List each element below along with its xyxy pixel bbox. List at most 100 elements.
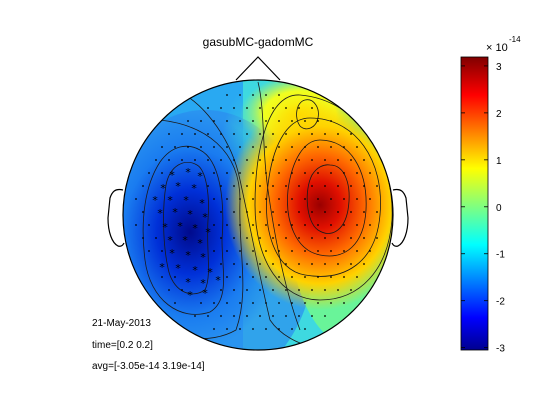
sensor-dot xyxy=(252,302,254,304)
sensor-dot xyxy=(181,133,183,135)
sensor-dot xyxy=(272,159,274,161)
sensor-dot xyxy=(317,198,319,200)
sensor-dot xyxy=(337,237,339,239)
significant-sensor-marker: * xyxy=(187,289,194,302)
sensor-dot xyxy=(265,328,267,330)
sensor-dot xyxy=(291,276,293,278)
significant-sensor-marker: * xyxy=(167,194,174,207)
sensor-dot xyxy=(324,211,326,213)
colorbar-tick-label: 1 xyxy=(496,156,502,167)
sensor-dot xyxy=(285,315,287,317)
sensor-dot xyxy=(246,133,248,135)
sensor-dot xyxy=(324,263,326,265)
sensor-dot xyxy=(194,159,196,161)
sensor-dot xyxy=(304,172,306,174)
sensor-dot xyxy=(311,263,313,265)
sensor-dot xyxy=(376,211,378,213)
colorbar-exponent: -14 xyxy=(509,35,521,44)
sensor-dot xyxy=(356,172,358,174)
sensor-dot xyxy=(311,315,313,317)
sensor-dot xyxy=(298,185,300,187)
significant-sensor-marker: * xyxy=(191,182,198,195)
sensor-dot xyxy=(239,224,241,226)
sensor-dot xyxy=(265,250,267,252)
sensor-dot xyxy=(330,146,332,148)
sensor-dot xyxy=(304,224,306,226)
colorbar-tick-label: 3 xyxy=(496,62,502,73)
sensor-dot xyxy=(265,94,267,96)
colorbar-tick-label: -2 xyxy=(496,297,505,308)
sensor-dot xyxy=(291,302,293,304)
significant-sensor-marker: * xyxy=(169,247,176,260)
nose xyxy=(235,56,281,81)
sensor-dot xyxy=(213,250,215,252)
sensor-dot xyxy=(272,289,274,291)
sensor-dot xyxy=(135,224,137,226)
significant-sensor-marker: * xyxy=(175,262,182,275)
sensor-dot xyxy=(259,185,261,187)
significant-sensor-marker: * xyxy=(207,266,214,279)
sensor-dot xyxy=(291,120,293,122)
sensor-dot xyxy=(291,250,293,252)
sensor-dot xyxy=(272,185,274,187)
significant-sensor-marker: * xyxy=(215,274,222,287)
sensor-dot xyxy=(363,263,365,265)
sensor-dot xyxy=(278,172,280,174)
sensor-dot xyxy=(246,289,248,291)
sensor-dot xyxy=(285,185,287,187)
sensor-dot xyxy=(233,237,235,239)
sensor-dot xyxy=(285,133,287,135)
sensor-dot xyxy=(259,237,261,239)
sensor-dot xyxy=(298,133,300,135)
significant-sensor-marker: * xyxy=(200,251,207,264)
sensor-dot xyxy=(226,224,228,226)
significant-sensor-marker: * xyxy=(200,277,207,290)
sensor-dot xyxy=(343,276,345,278)
avg-label: avg=[-3.05e-14 3.19e-14] xyxy=(92,361,205,372)
sensor-dot xyxy=(285,211,287,213)
sensor-dot xyxy=(330,120,332,122)
colorbar: 3 2 1 0 -1 -2 -3 × 10 -14 xyxy=(460,35,521,355)
sensor-dot xyxy=(246,185,248,187)
sensor-dot xyxy=(220,263,222,265)
sensor-dot xyxy=(265,224,267,226)
sensor-dot xyxy=(259,133,261,135)
sensor-dot xyxy=(272,237,274,239)
sensor-dot xyxy=(311,107,313,109)
sensor-dot xyxy=(161,276,163,278)
sensor-dot xyxy=(298,263,300,265)
sensor-dot xyxy=(239,302,241,304)
sensor-dot xyxy=(304,328,306,330)
sensor-dot xyxy=(376,185,378,187)
sensor-dot xyxy=(317,146,319,148)
sensor-dot xyxy=(239,250,241,252)
sensor-dot xyxy=(356,224,358,226)
colorbar-tick-label: -1 xyxy=(496,250,505,261)
sensor-dot xyxy=(343,250,345,252)
sensor-dot xyxy=(356,146,358,148)
sensor-dot xyxy=(317,302,319,304)
sensor-dot xyxy=(194,315,196,317)
significant-sensor-marker: * xyxy=(152,194,159,207)
significant-sensor-marker: * xyxy=(197,237,204,250)
sensor-dot xyxy=(265,302,267,304)
sensor-dot xyxy=(343,172,345,174)
significant-sensor-marker: * xyxy=(197,170,204,183)
sensor-dot xyxy=(168,159,170,161)
sensor-dot xyxy=(285,237,287,239)
sensor-dot xyxy=(317,224,319,226)
sensor-dot xyxy=(246,159,248,161)
sensor-dot xyxy=(363,237,365,239)
sensor-dot xyxy=(350,133,352,135)
sensor-dot xyxy=(337,263,339,265)
sensor-dot xyxy=(233,289,235,291)
sensor-dot xyxy=(220,289,222,291)
sensor-dot xyxy=(142,211,144,213)
sensor-dot xyxy=(155,237,157,239)
sensor-dot xyxy=(233,159,235,161)
sensor-dot xyxy=(330,172,332,174)
sensor-dot xyxy=(226,120,228,122)
sensor-dot xyxy=(304,302,306,304)
significant-sensor-marker: * xyxy=(192,264,199,277)
sensor-dot xyxy=(252,328,254,330)
